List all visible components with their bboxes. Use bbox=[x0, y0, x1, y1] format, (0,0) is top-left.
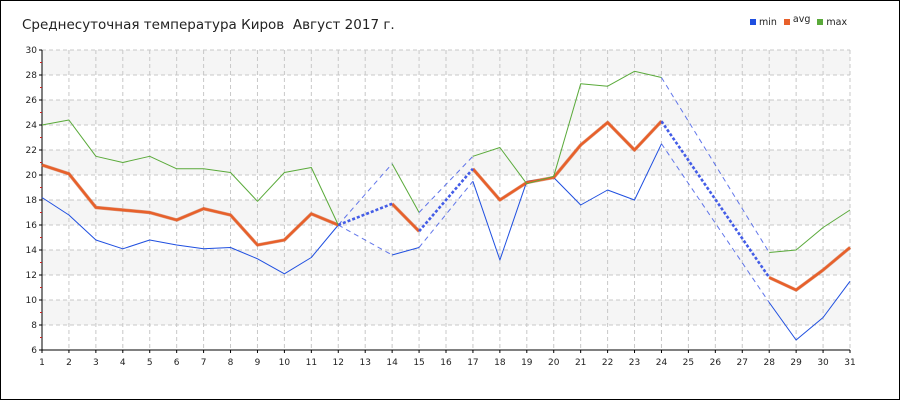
y-tick-label: 24 bbox=[26, 121, 38, 131]
x-tick-label: 11 bbox=[306, 358, 317, 368]
legend-label-max: max bbox=[826, 16, 848, 28]
series-line-avg bbox=[41, 163, 339, 247]
x-tick-label: 25 bbox=[683, 358, 694, 368]
y-tick-label: 6 bbox=[31, 346, 37, 356]
x-tick-label: 10 bbox=[279, 358, 291, 368]
y-tick-label: 8 bbox=[31, 321, 37, 331]
series-line-max bbox=[769, 209, 851, 253]
series-line-min bbox=[768, 281, 851, 341]
series-line-max bbox=[391, 163, 420, 213]
x-tick-label: 27 bbox=[737, 358, 748, 368]
x-tick-label: 26 bbox=[710, 358, 722, 368]
x-tick-label: 14 bbox=[386, 358, 398, 368]
series-gap-max bbox=[337, 163, 393, 226]
x-tick-label: 8 bbox=[228, 358, 234, 368]
x-tick-label: 29 bbox=[790, 358, 802, 368]
x-tick-label: 28 bbox=[763, 358, 775, 368]
x-tick-label: 22 bbox=[602, 358, 613, 368]
x-tick-label: 16 bbox=[440, 358, 452, 368]
legend-swatch-max bbox=[817, 19, 824, 25]
series-line-avg bbox=[471, 120, 663, 202]
x-tick-label: 23 bbox=[629, 358, 640, 368]
x-tick-label: 1 bbox=[39, 358, 45, 368]
series-line-avg bbox=[768, 246, 851, 292]
x-tick-label: 24 bbox=[656, 358, 668, 368]
x-tick-label: 5 bbox=[147, 358, 153, 368]
x-tick-label: 4 bbox=[120, 358, 126, 368]
legend-entry-max: max bbox=[817, 17, 847, 28]
y-tick-label: 12 bbox=[26, 271, 37, 281]
series-gap-min bbox=[661, 143, 770, 303]
x-tick-label: 18 bbox=[494, 358, 506, 368]
x-tick-label: 31 bbox=[844, 358, 855, 368]
series-line-max bbox=[41, 119, 339, 226]
x-tick-label: 3 bbox=[93, 358, 99, 368]
series-line-min bbox=[391, 247, 420, 256]
x-tick-label: 20 bbox=[548, 358, 560, 368]
x-tick-label: 15 bbox=[413, 358, 424, 368]
x-tick-label: 6 bbox=[174, 358, 180, 368]
x-tick-label: 12 bbox=[333, 358, 344, 368]
x-tick-label: 21 bbox=[575, 358, 586, 368]
chart-title: Среднесуточная температура Киров Август … bbox=[22, 17, 395, 33]
x-tick-label: 9 bbox=[255, 358, 261, 368]
x-tick-label: 30 bbox=[817, 358, 829, 368]
legend-entry-avg: avg bbox=[783, 13, 811, 28]
series-gap-max bbox=[418, 155, 474, 213]
series-line-min bbox=[472, 143, 662, 261]
legend-entry-min: min bbox=[750, 17, 777, 28]
legend: min avg max bbox=[750, 13, 854, 29]
y-tick-label: 14 bbox=[26, 246, 38, 256]
series-line-avg bbox=[391, 202, 420, 233]
x-tick-label: 7 bbox=[201, 358, 207, 368]
series-line-max bbox=[472, 70, 662, 185]
x-tick-label: 17 bbox=[467, 358, 478, 368]
series-gap-min bbox=[338, 224, 393, 256]
y-tick-label: 30 bbox=[26, 46, 38, 56]
y-tick-label: 10 bbox=[26, 296, 38, 306]
y-tick-label: 28 bbox=[26, 71, 38, 81]
series-gap-avg bbox=[660, 120, 771, 279]
y-tick-label: 16 bbox=[26, 221, 38, 231]
y-tick-label: 26 bbox=[26, 96, 38, 106]
x-tick-label: 2 bbox=[66, 358, 72, 368]
legend-swatch-min bbox=[750, 19, 756, 25]
y-tick-label: 18 bbox=[26, 196, 38, 206]
x-tick-label: 13 bbox=[359, 358, 370, 368]
grid-band bbox=[42, 50, 850, 75]
legend-label-min: min bbox=[759, 16, 777, 28]
y-tick-label: 20 bbox=[26, 171, 38, 181]
series-gap-avg bbox=[418, 167, 474, 233]
x-tick-label: 19 bbox=[521, 358, 533, 368]
series-line-min bbox=[41, 197, 339, 275]
legend-swatch-avg bbox=[783, 19, 790, 25]
legend-label-avg: avg bbox=[792, 13, 811, 25]
y-tick-label: 22 bbox=[26, 146, 37, 156]
series-gap-max bbox=[661, 77, 770, 253]
